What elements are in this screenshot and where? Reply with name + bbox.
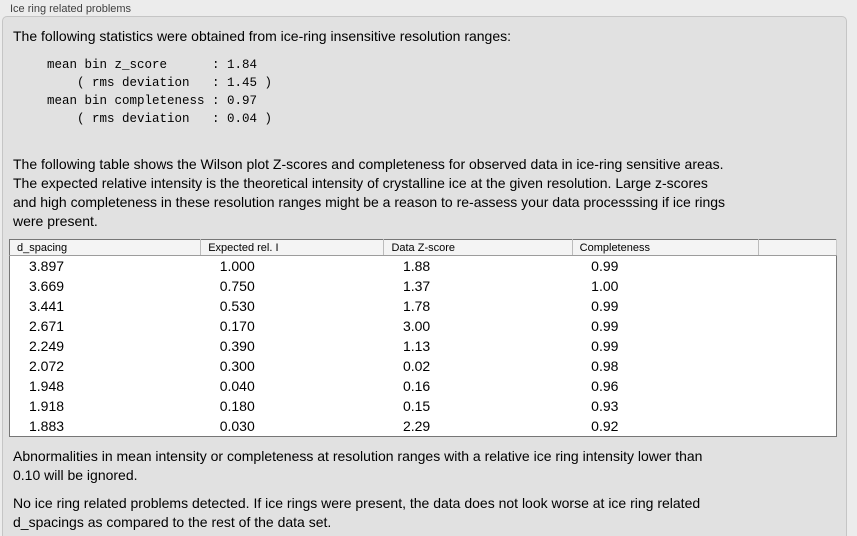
table-cell: 2.072 [29, 358, 65, 374]
table-cell: 3.00 [402, 318, 431, 334]
table-cell-empty [758, 256, 836, 277]
intro-text: The following statistics were obtained f… [13, 28, 512, 44]
table-row[interactable]: 2.249 0.390 1.13 0.99 [10, 336, 837, 356]
table-cell-empty [758, 336, 836, 356]
stats-block: mean bin z_score : 1.84 ( rms deviation … [47, 58, 273, 126]
table-cell: 1.000 [219, 258, 255, 274]
group-box-title: Ice ring related problems [10, 3, 132, 15]
table-cell: 1.948 [29, 378, 65, 394]
table-cell: 0.16 [402, 378, 431, 394]
table-cell-empty [758, 356, 836, 376]
table-cell: 1.78 [402, 298, 431, 314]
table-cell: 0.180 [219, 398, 255, 414]
table-cell: 1.918 [29, 398, 65, 414]
column-header-empty[interactable] [757, 239, 838, 256]
table-cell: 0.02 [402, 358, 431, 374]
table-cell: 1.88 [402, 258, 431, 274]
table-cell: 0.15 [402, 398, 431, 414]
table-cell: 0.750 [219, 278, 255, 294]
table-cell: 0.030 [219, 418, 255, 434]
ignore-note: Abnormalities in mean intensity or compl… [13, 448, 703, 483]
table-row[interactable]: 3.441 0.530 1.78 0.99 [10, 296, 837, 316]
table-cell: 2.671 [29, 318, 65, 334]
table-row[interactable]: 1.918 0.180 0.15 0.93 [10, 396, 837, 416]
table-cell: 0.530 [219, 298, 255, 314]
table-cell-empty [758, 276, 836, 296]
table-cell: 0.93 [591, 398, 619, 414]
table-row[interactable]: 3.897 1.000 1.88 0.99 [10, 256, 837, 277]
table-cell: 0.170 [219, 318, 255, 334]
table-cell-empty [758, 296, 836, 316]
table-cell-empty [758, 376, 836, 396]
table-row[interactable]: 2.072 0.300 0.02 0.98 [10, 356, 837, 376]
table-cell-empty [758, 416, 836, 437]
table-cell: 3.669 [29, 278, 65, 294]
table-cell: 1.37 [402, 278, 431, 294]
column-header-expected-rel-i[interactable]: Expected rel. I [200, 239, 384, 256]
table-cell: 0.040 [219, 378, 255, 394]
table-cell: 2.29 [402, 418, 431, 434]
table-body: 3.897 1.000 1.88 0.99 3.669 0.750 1.37 1.00 3.44… [10, 256, 837, 437]
table-cell-empty [758, 396, 836, 416]
table-cell: 0.99 [591, 258, 619, 274]
table-cell: 0.99 [591, 298, 619, 314]
table-cell-empty [758, 316, 836, 336]
table-cell: 0.99 [591, 318, 619, 334]
table-cell: 1.883 [29, 418, 65, 434]
table-cell: 1.00 [591, 278, 619, 294]
column-header-d-spacing[interactable]: d_spacing [9, 239, 201, 256]
table-row[interactable]: 3.669 0.750 1.37 1.00 [10, 276, 837, 296]
column-header-data-z-score[interactable]: Data Z-score [383, 239, 573, 256]
table-cell: 0.98 [591, 358, 619, 374]
table-cell: 1.13 [402, 338, 431, 354]
table-cell: 0.300 [219, 358, 255, 374]
table-cell: 2.249 [29, 338, 65, 354]
table-row[interactable]: 1.883 0.030 2.29 0.92 [10, 416, 837, 437]
table-cell: 0.390 [219, 338, 255, 354]
conclusion-note: No ice ring related problems detected. I… [13, 495, 701, 530]
table-cell: 0.99 [591, 338, 619, 354]
table-row[interactable]: 1.948 0.040 0.16 0.96 [10, 376, 837, 396]
table-cell: 0.92 [591, 418, 619, 434]
table-row[interactable]: 2.671 0.170 3.00 0.99 [10, 316, 837, 336]
table-cell: 3.441 [29, 298, 65, 314]
table-header-row: d_spacing Expected rel. I Data Z-score Comp… [9, 239, 838, 256]
table-intro-text: The following table shows the Wilson plo… [13, 156, 726, 229]
ice-ring-table: d_spacing Expected rel. I Data Z-score Comp… [9, 239, 838, 437]
table-cell: 0.96 [591, 378, 619, 394]
column-header-completeness[interactable]: Completeness [571, 239, 759, 256]
table-cell: 3.897 [29, 258, 65, 274]
